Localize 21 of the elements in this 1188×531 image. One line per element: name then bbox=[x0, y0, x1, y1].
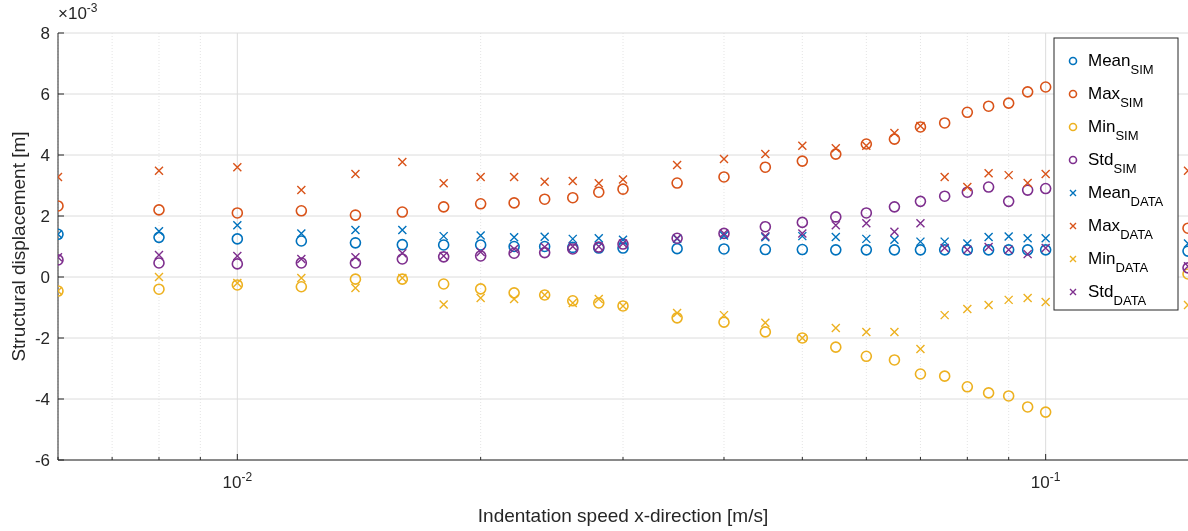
legend-label: Std$_{SIM}$ bbox=[1088, 150, 1137, 176]
legend-label: Max$_{SIM}$ bbox=[1088, 84, 1144, 110]
legend-label: Mean$_{DATA}$ bbox=[1088, 183, 1164, 209]
y-tick-label: 8 bbox=[40, 23, 50, 43]
x-axis-title: Indentation speed x-direction [m/s] bbox=[477, 505, 769, 526]
text: ×10$^{-3}$ bbox=[58, 1, 98, 23]
y-axis-title: Structural displacement [m] bbox=[8, 131, 29, 362]
y-tick-label: -2 bbox=[34, 328, 50, 348]
x-tick-label: 10$^{-2}$ bbox=[222, 470, 253, 492]
y-tick-label: 0 bbox=[40, 267, 50, 287]
legend-label: Min$_{SIM}$ bbox=[1088, 117, 1139, 143]
y-tick-label: 2 bbox=[40, 206, 50, 226]
y-tick-label: -4 bbox=[34, 389, 50, 409]
legend-label: Mean$_{SIM}$ bbox=[1088, 51, 1154, 77]
y-tick-label: 6 bbox=[40, 84, 50, 104]
legend-label: Std$_{DATA}$ bbox=[1088, 282, 1147, 308]
legend-label: Max$_{DATA}$ bbox=[1088, 216, 1154, 242]
y-tick-label: 4 bbox=[40, 145, 50, 165]
y-tick-label: -6 bbox=[34, 450, 50, 470]
legend-label: Min$_{DATA}$ bbox=[1088, 249, 1149, 275]
x-tick-label: 10$^{-1}$ bbox=[1030, 470, 1061, 492]
